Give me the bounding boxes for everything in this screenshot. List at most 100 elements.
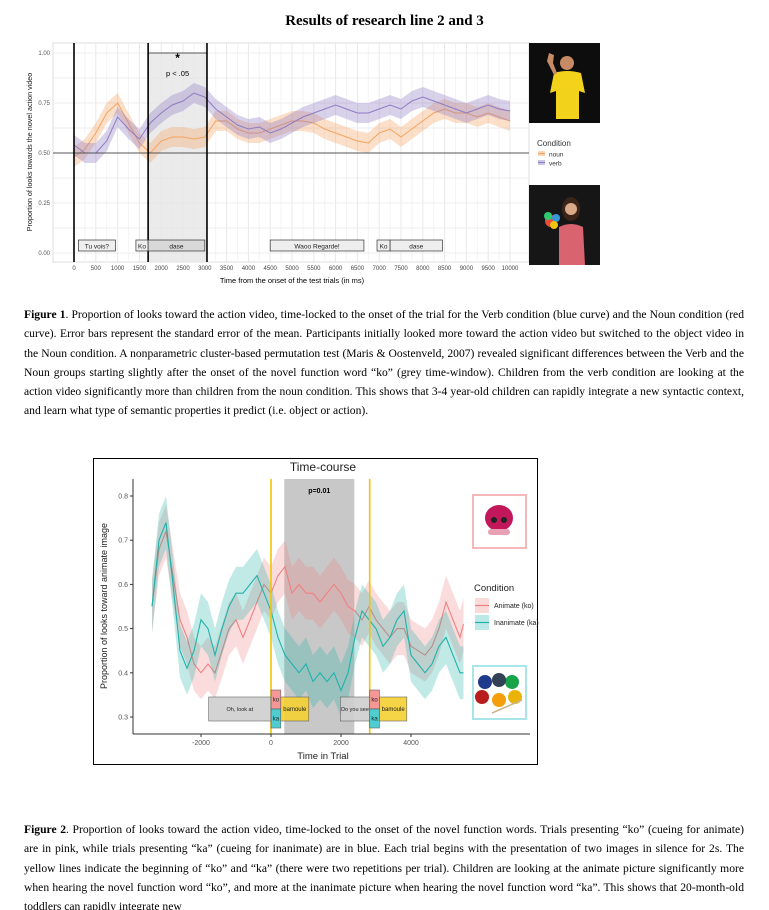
event-label: Ko — [138, 244, 146, 251]
series-line-noun — [73, 102, 511, 158]
x-tick-label: 4500 — [264, 266, 278, 272]
x-tick-label: 6000 — [329, 266, 343, 272]
bell-toy-image — [505, 675, 519, 689]
event-label: ka — [371, 717, 378, 723]
x-tick-label: 0 — [72, 266, 76, 272]
y-tick-label: 0.7 — [118, 538, 128, 545]
octopus-eye — [491, 517, 497, 523]
event-box-yellow — [280, 696, 310, 722]
figure2-frame — [93, 458, 538, 765]
y-tick-label: 0.50 — [38, 151, 50, 157]
legend-title: Condition — [537, 139, 571, 148]
legend-label-noun: noun — [549, 152, 564, 159]
x-tick-label: 9500 — [482, 266, 496, 272]
x-tick-label: 2000 — [333, 740, 349, 747]
event-box — [147, 239, 206, 252]
x-tick-label: 8500 — [438, 266, 452, 272]
bell-toy-image — [492, 673, 506, 687]
legend-label-Animate (ko): Animate (ko) — [494, 603, 534, 610]
x-tick-label: 10000 — [502, 266, 519, 272]
event-label: Waoo Regarde! — [294, 244, 339, 251]
person-flexing-image — [529, 43, 600, 123]
x-tick-label: 2500 — [176, 266, 190, 272]
y-tick-label: 0.6 — [118, 582, 128, 589]
person-holding-toy-image — [529, 185, 600, 265]
y-tick-label: 0.3 — [118, 715, 128, 722]
series-line-verb — [73, 92, 511, 154]
event-box — [269, 239, 365, 252]
event-box — [389, 239, 443, 252]
x-tick-label: 5500 — [307, 266, 321, 272]
figure1-caption: Figure 1. Proportion of looks toward the… — [24, 305, 744, 421]
x-tick-label: 7000 — [373, 266, 387, 272]
y-axis-title: Proportion of looks towards the novel ac… — [25, 73, 34, 232]
series-line-Animate (ko) — [151, 529, 465, 674]
x-tick-label: 3500 — [220, 266, 234, 272]
object-video-still — [529, 185, 600, 265]
bell-toy-image — [475, 690, 489, 704]
y-tick-label: 0.5 — [118, 626, 128, 633]
significance-star: * — [175, 51, 180, 65]
x-tick-label: 6500 — [351, 266, 365, 272]
error-band-Inanimate (ka) — [152, 496, 464, 717]
octopus-eye — [501, 517, 507, 523]
bell-toy-image — [492, 693, 506, 707]
legend-label-Inanimate (ka): Inanimate (ka) — [494, 620, 539, 627]
octopus-toy-image — [485, 505, 513, 531]
figure1-caption-text: . Proportion of looks toward the action … — [24, 308, 744, 418]
x-axis-title: Time in Trial — [297, 751, 348, 762]
x-tick-label: 500 — [91, 266, 102, 272]
x-tick-label: 3000 — [198, 266, 212, 272]
event-label: dase — [409, 244, 423, 251]
event-label: Oh, look at — [227, 707, 254, 713]
significance-label: p=0.01 — [308, 488, 330, 495]
event-box-yellow — [379, 696, 408, 722]
legend-title: Condition — [474, 583, 514, 594]
animate-image-frame — [472, 494, 527, 549]
x-tick-label: 2000 — [155, 266, 169, 272]
figure1-chart: * p < .05 Tu vois? Ko dase Waoo Regarde! Ko das… — [25, 42, 571, 285]
x-tick-label: 4000 — [242, 266, 256, 272]
event-box-grey — [339, 696, 370, 722]
x-tick-label: 1000 — [111, 266, 125, 272]
x-axis-title: Time from the onset of the test trials (… — [220, 276, 365, 285]
x-tick-label: 1500 — [133, 266, 147, 272]
event-label: bamoule — [283, 707, 307, 713]
octopus-legs — [488, 529, 510, 535]
event-label: ko — [371, 698, 378, 704]
y-tick-label: 1.00 — [38, 51, 50, 57]
figure2-caption-text: . Proportion of looks toward the action … — [24, 823, 744, 910]
y-tick-label: 0.25 — [38, 201, 50, 207]
x-tick-label: 9000 — [460, 266, 474, 272]
event-box — [78, 239, 116, 252]
x-tick-label: 4000 — [403, 740, 419, 747]
x-tick-label: 5000 — [285, 266, 299, 272]
event-label: dase — [169, 244, 183, 251]
significance-label: p < .05 — [166, 69, 189, 78]
chart-title: Time-course — [290, 460, 357, 474]
event-label: ko — [273, 698, 280, 704]
bell-toy-image — [478, 675, 492, 689]
y-tick-label: 0.4 — [118, 670, 128, 677]
significance-window — [148, 53, 207, 262]
figure2-caption-label: Figure 2 — [24, 823, 67, 836]
y-tick-label: 0.00 — [38, 251, 50, 257]
error-band-Animate (ko) — [152, 504, 464, 700]
x-tick-label: 7500 — [394, 266, 408, 272]
y-axis-title: Proportion of looks toward animate image — [99, 523, 109, 689]
page-title: Results of research line 2 and 3 — [285, 13, 484, 29]
y-tick-label: 0.75 — [38, 101, 50, 107]
bell-toy-image — [508, 690, 522, 704]
event-label: bamoule — [382, 707, 406, 713]
event-label: ka — [273, 717, 280, 723]
figure1-caption-label: Figure 1 — [24, 308, 66, 321]
x-tick-label: 8000 — [416, 266, 430, 272]
figure2-caption: Figure 2. Proportion of looks toward the… — [24, 820, 744, 910]
event-label: Tu vois? — [85, 244, 110, 251]
event-label: Do you see — [341, 707, 369, 713]
error-band-noun — [74, 93, 510, 167]
legend-label-verb: verb — [549, 161, 562, 168]
y-tick-label: 0.8 — [118, 494, 128, 501]
